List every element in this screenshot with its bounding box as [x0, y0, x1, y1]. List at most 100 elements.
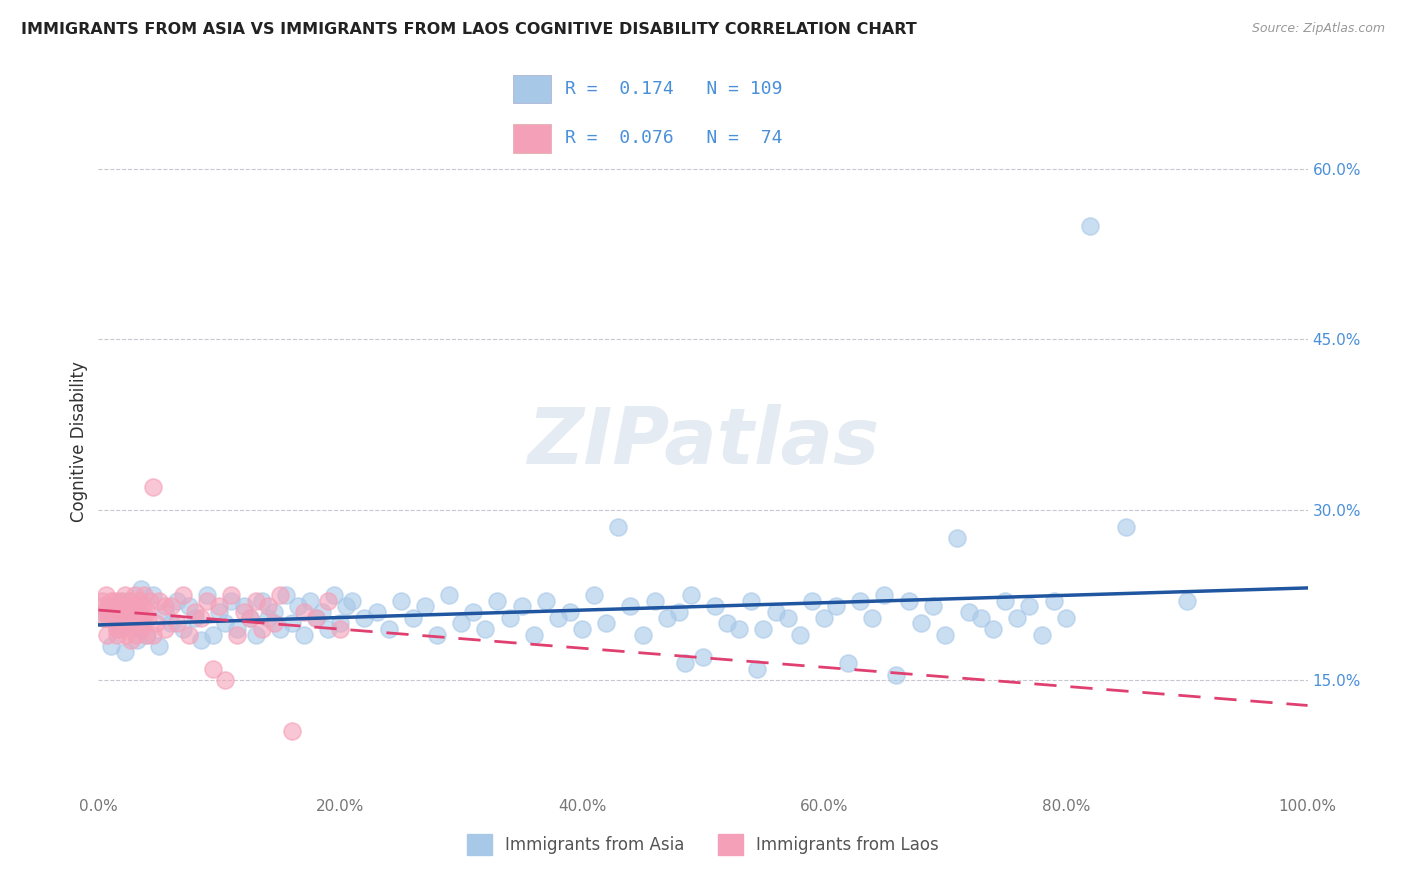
Point	[631, 628, 654, 642]
Point	[450, 616, 472, 631]
Point	[740, 593, 762, 607]
Point	[94, 588, 117, 602]
Point	[179, 599, 201, 614]
Point	[117, 605, 139, 619]
Point	[463, 605, 485, 619]
Point	[114, 645, 136, 659]
Point	[91, 610, 114, 624]
Point	[221, 588, 243, 602]
Point	[426, 628, 449, 642]
Point	[1054, 610, 1077, 624]
Point	[335, 599, 357, 614]
Point	[747, 662, 769, 676]
Point	[226, 622, 249, 636]
Text: R =  0.076   N =  74: R = 0.076 N = 74	[565, 129, 782, 147]
Point	[127, 610, 149, 624]
Point	[897, 593, 920, 607]
Point	[118, 610, 141, 624]
Point	[148, 639, 170, 653]
Point	[153, 599, 176, 614]
Point	[128, 593, 150, 607]
Point	[323, 588, 346, 602]
Point	[153, 605, 176, 619]
Point	[132, 616, 155, 631]
Point	[547, 610, 569, 624]
Point	[287, 599, 309, 614]
Point	[108, 610, 131, 624]
Point	[474, 622, 496, 636]
Point	[655, 610, 678, 624]
Point	[135, 628, 157, 642]
Point	[214, 616, 236, 631]
Point	[105, 628, 128, 642]
Point	[673, 656, 696, 670]
Point	[849, 593, 872, 607]
Point	[1018, 599, 1040, 614]
Point	[118, 593, 141, 607]
Point	[486, 593, 509, 607]
Point	[166, 616, 188, 631]
Point	[214, 673, 236, 688]
Point	[813, 610, 835, 624]
Point	[208, 605, 231, 619]
Point	[111, 599, 134, 614]
Point	[498, 610, 520, 624]
Point	[101, 605, 124, 619]
Point	[353, 610, 375, 624]
Point	[118, 616, 141, 631]
Point	[250, 593, 273, 607]
Point	[208, 599, 231, 614]
Point	[263, 616, 285, 631]
Point	[994, 593, 1017, 607]
Point	[789, 628, 811, 642]
Point	[100, 593, 122, 607]
Point	[142, 588, 165, 602]
Point	[91, 593, 114, 607]
Point	[292, 628, 315, 642]
Point	[263, 605, 285, 619]
Point	[195, 593, 218, 607]
Point	[136, 610, 159, 624]
Point	[104, 593, 127, 607]
Y-axis label: Cognitive Disability: Cognitive Disability	[70, 361, 89, 522]
Point	[437, 588, 460, 602]
Point	[299, 593, 322, 607]
Point	[245, 628, 267, 642]
Point	[131, 599, 153, 614]
Point	[129, 622, 152, 636]
Point	[946, 531, 969, 545]
Point	[825, 599, 848, 614]
Point	[101, 610, 124, 624]
Point	[800, 593, 823, 607]
Point	[100, 639, 122, 653]
Point	[118, 593, 141, 607]
Point	[221, 593, 243, 607]
Point	[510, 599, 533, 614]
Point	[179, 628, 201, 642]
Point	[692, 650, 714, 665]
Point	[292, 605, 315, 619]
Point	[93, 605, 115, 619]
Point	[619, 599, 641, 614]
Point	[776, 610, 799, 624]
Point	[105, 622, 128, 636]
Point	[716, 616, 738, 631]
Point	[107, 605, 129, 619]
Point	[873, 588, 896, 602]
Point	[134, 588, 156, 602]
Point	[571, 622, 593, 636]
Text: R =  0.174   N = 109: R = 0.174 N = 109	[565, 80, 782, 98]
Point	[100, 605, 122, 619]
Point	[281, 616, 304, 631]
Point	[98, 610, 121, 624]
Point	[125, 628, 148, 642]
Point	[366, 605, 388, 619]
Point	[311, 605, 333, 619]
Point	[558, 605, 581, 619]
Point	[316, 622, 339, 636]
Point	[269, 622, 291, 636]
Point	[256, 599, 278, 614]
Point	[226, 628, 249, 642]
Bar	[513, 124, 551, 153]
Point	[135, 605, 157, 619]
